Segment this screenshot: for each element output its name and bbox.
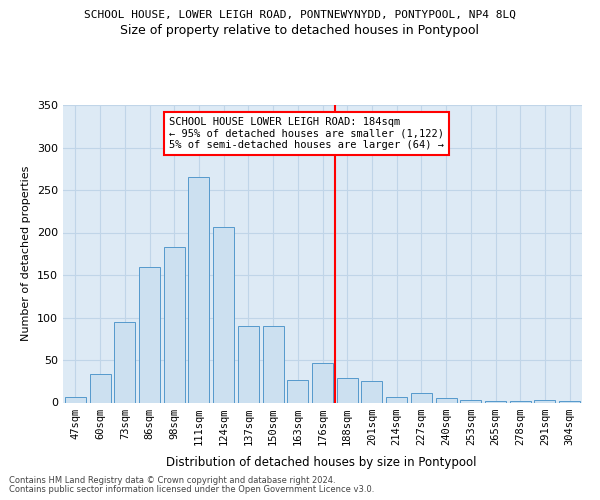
Text: Contains HM Land Registry data © Crown copyright and database right 2024.: Contains HM Land Registry data © Crown c… (9, 476, 335, 485)
Text: Distribution of detached houses by size in Pontypool: Distribution of detached houses by size … (166, 456, 476, 469)
Bar (287, 380, 308, 402)
Bar (411, 393, 432, 402)
Bar (361, 381, 382, 402)
Bar (386, 396, 407, 402)
Text: Size of property relative to detached houses in Pontypool: Size of property relative to detached ho… (121, 24, 479, 37)
Text: SCHOOL HOUSE, LOWER LEIGH ROAD, PONTNEWYNYDD, PONTYPOOL, NP4 8LQ: SCHOOL HOUSE, LOWER LEIGH ROAD, PONTNEWY… (84, 10, 516, 20)
Bar (485, 401, 506, 402)
Bar (460, 400, 481, 402)
Bar (164, 247, 185, 402)
Bar (114, 322, 135, 402)
Bar (535, 400, 556, 402)
Bar (559, 401, 580, 402)
Bar (436, 398, 457, 402)
Bar (188, 178, 209, 402)
Text: Contains public sector information licensed under the Open Government Licence v3: Contains public sector information licen… (9, 485, 374, 494)
Text: SCHOOL HOUSE LOWER LEIGH ROAD: 184sqm
← 95% of detached houses are smaller (1,12: SCHOOL HOUSE LOWER LEIGH ROAD: 184sqm ← … (169, 117, 444, 150)
Bar (213, 226, 234, 402)
Bar (238, 326, 259, 402)
Bar (263, 326, 284, 402)
Bar (312, 364, 333, 403)
Y-axis label: Number of detached properties: Number of detached properties (22, 166, 31, 342)
Bar (89, 374, 110, 402)
Bar (337, 378, 358, 402)
Bar (139, 266, 160, 402)
Bar (65, 398, 86, 402)
Bar (510, 401, 531, 402)
